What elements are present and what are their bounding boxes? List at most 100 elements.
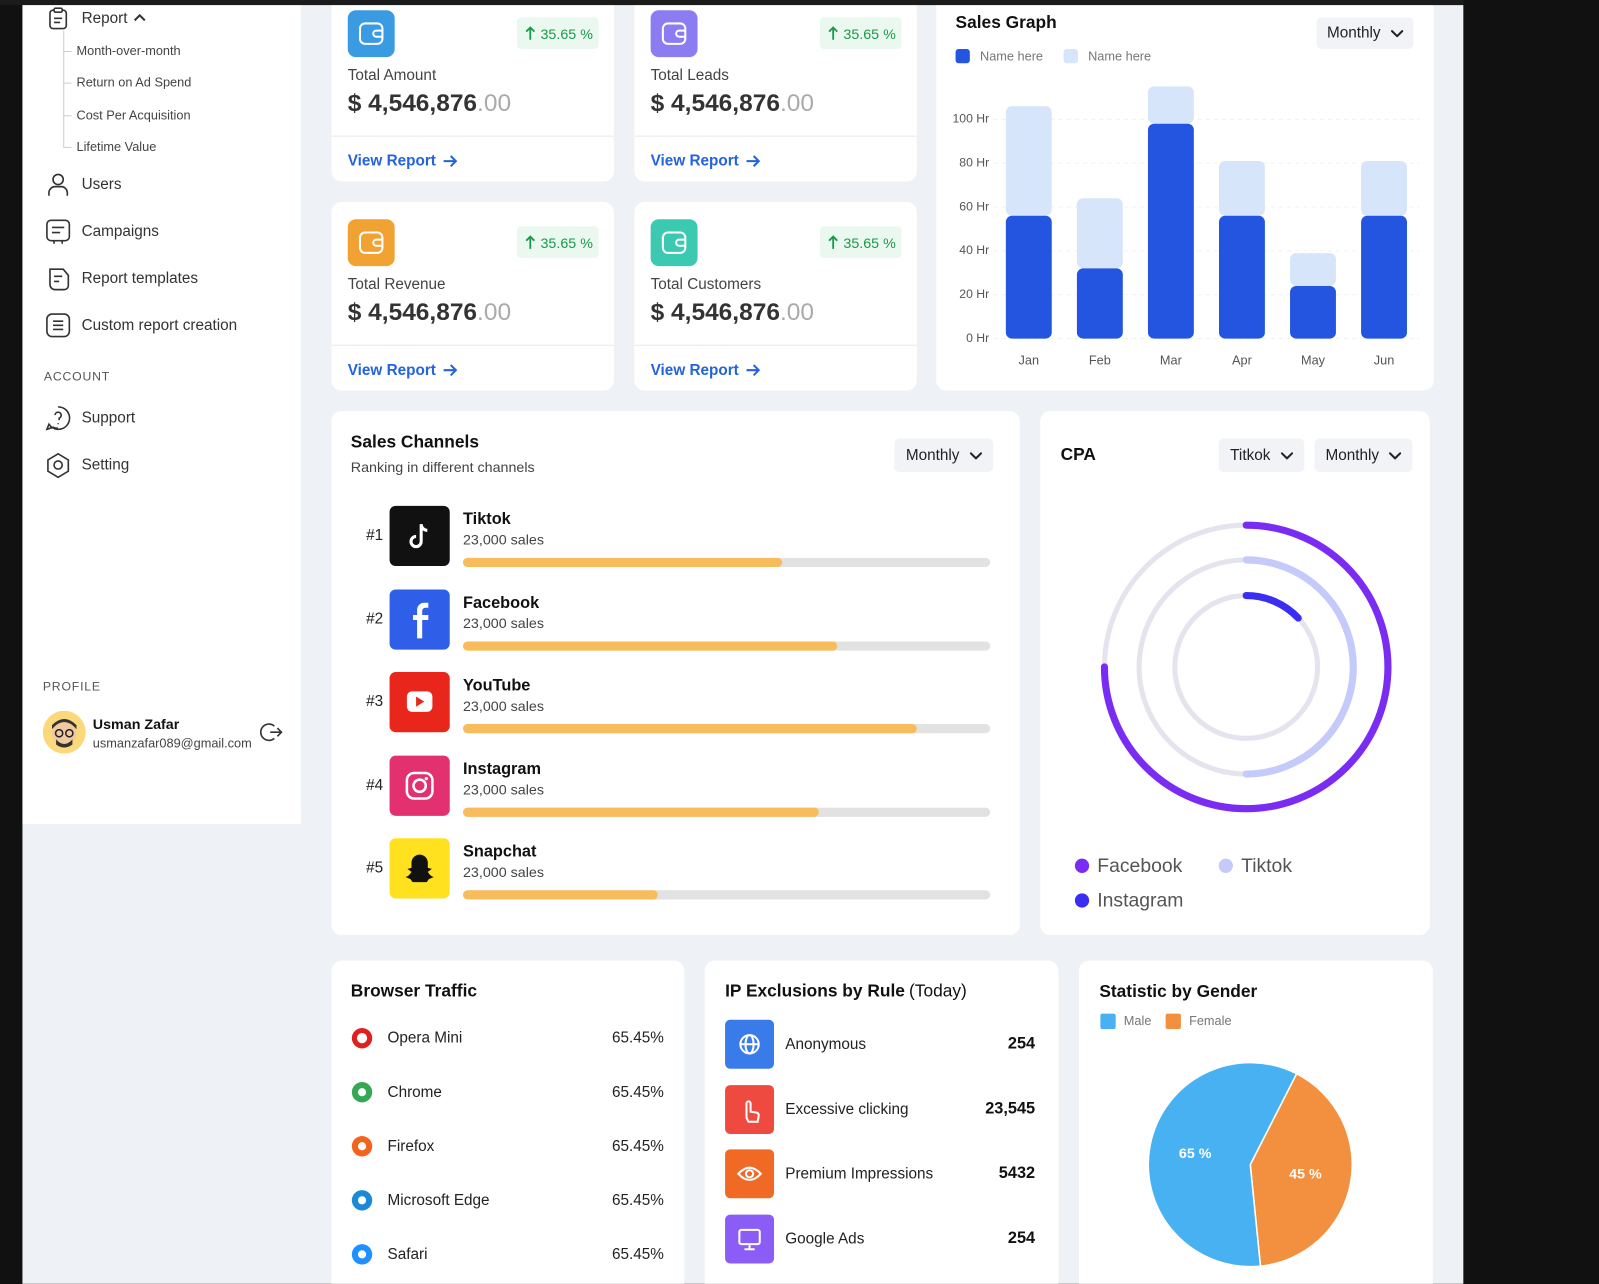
x-tick-label: May [1301, 352, 1326, 367]
y-tick-label: 0 Hr [966, 331, 989, 345]
bar [1219, 215, 1265, 339]
profile-name: Usman Zafar [92, 715, 180, 733]
dropdown-label: Monthly [905, 446, 960, 465]
icon-part [969, 451, 982, 459]
rule-count: 254 [1007, 1035, 1036, 1053]
icon-part [725, 1149, 775, 1199]
rank: #5 [366, 859, 384, 877]
x-tick-label: Jan [1019, 352, 1040, 367]
nav-item[interactable]: Custom report creation [81, 316, 238, 334]
amount-main: $ 4,546,876 [650, 298, 780, 327]
submenu-item[interactable]: Cost Per Acquisition [76, 108, 191, 123]
submenu-item[interactable]: Month-over-month [76, 43, 181, 59]
channel-icon [389, 505, 450, 566]
change-value: 35.65 % [843, 234, 896, 251]
tree-branch [63, 50, 72, 53]
browser-icon [351, 1190, 373, 1211]
view-report-link[interactable]: View Report [650, 361, 739, 379]
progress-bar [462, 724, 917, 734]
dropdown[interactable]: Titkok [1218, 438, 1305, 473]
icon-part [409, 523, 428, 549]
card-label: Total Leads [650, 66, 729, 85]
channel-icon [389, 589, 450, 650]
icon-part [828, 26, 838, 40]
icon [47, 452, 70, 479]
amount-main: $ 4,546,876 [650, 89, 780, 118]
bar [1076, 268, 1123, 339]
view-report-link[interactable]: View Report [347, 152, 436, 170]
legend-label: Male [1124, 1013, 1152, 1028]
icon-part [725, 1085, 775, 1135]
icon-part [52, 718, 77, 730]
nav-item[interactable]: Campaigns [81, 222, 159, 241]
report-menu[interactable]: Report [81, 9, 128, 28]
dropdown[interactable]: Monthly [1316, 17, 1414, 49]
stat-card: 35.65 % Total Customers $ 4,546,876.00 View… [634, 201, 917, 391]
logout-button [259, 723, 283, 742]
bar [1147, 123, 1194, 339]
nav-item[interactable]: Users [81, 175, 122, 194]
icon-part [357, 1142, 367, 1151]
rule-icon [725, 1149, 775, 1199]
icon-part [54, 728, 64, 738]
icon-part [416, 696, 425, 707]
icon-part [52, 173, 65, 186]
rule-count: 5432 [998, 1164, 1036, 1182]
x-tick-label: Jun [1374, 352, 1395, 367]
browser-icon [351, 1136, 373, 1157]
icon-part [1389, 451, 1402, 459]
nav-item[interactable]: Setting [81, 456, 130, 474]
dropdown[interactable]: Monthly [894, 438, 994, 473]
dropdown[interactable]: Monthly [1314, 438, 1413, 473]
channel-sales: 23,000 sales [462, 781, 544, 798]
chart-title: Sales Graph [956, 12, 1057, 32]
nav-item[interactable]: Report templates [81, 269, 199, 288]
icon-part [745, 1100, 760, 1123]
bar [1076, 198, 1123, 269]
tree-branch [63, 115, 72, 117]
sales-channels-card: Sales Channels Ranking in different chann… [331, 410, 1020, 936]
card-label: Total Customers [650, 275, 762, 294]
title-main: IP Exclusions by Rule [725, 981, 905, 1001]
progress-bar [462, 641, 838, 651]
dashboard: Report Month-over-month Return on Ad Spend… [22, 0, 1464, 1284]
amount-decimals: .00 [779, 298, 814, 327]
bar [1361, 215, 1407, 339]
arrow-up [525, 26, 536, 40]
icon-part [53, 460, 64, 470]
divider [634, 344, 917, 346]
submenu-item[interactable]: Return on Ad Spend [76, 75, 192, 90]
icon [46, 219, 71, 244]
legend-swatch [1165, 1013, 1181, 1029]
view-report-link[interactable]: View Report [347, 361, 436, 379]
nav-item[interactable]: Support [81, 409, 136, 427]
icon-part [746, 155, 761, 167]
icon-part [661, 22, 687, 45]
rule-icon [725, 1019, 775, 1069]
submenu-item[interactable]: Lifetime Value [76, 139, 157, 154]
icon-part [49, 268, 70, 291]
channel-name: Instagram [462, 760, 541, 779]
card-amount: $ 4,546,876.00 [348, 299, 511, 328]
icon-part [443, 364, 458, 377]
icon-part [650, 10, 698, 58]
x-tick-label: Feb [1089, 352, 1111, 367]
icon-part [525, 235, 536, 249]
chevron [969, 451, 982, 459]
sales-graph-card: Sales Graph Name here Name here 0 Hr 20 Hr 40… [936, 0, 1434, 391]
legend-label: Female [1189, 1013, 1231, 1028]
change-value: 35.65 % [843, 25, 896, 42]
icon-part [443, 155, 458, 167]
view-report-link[interactable]: View Report [650, 152, 739, 170]
dropdown-label: Monthly [1325, 446, 1380, 465]
icon-part [675, 238, 686, 247]
browser-share: 65.45% [612, 1191, 664, 1209]
ring-arc [1242, 591, 1302, 622]
browser-name: Chrome [387, 1083, 442, 1101]
rule-icon [725, 1085, 775, 1135]
icon-part [1280, 451, 1293, 459]
amount-main: $ 4,546,876 [347, 298, 478, 327]
icon-part [47, 452, 70, 479]
icon-part [65, 728, 74, 738]
